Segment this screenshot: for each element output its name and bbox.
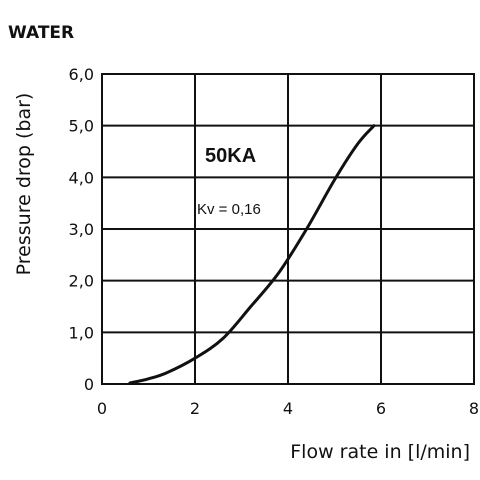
plot-frame bbox=[101, 73, 475, 385]
y-tick-label: 0 bbox=[84, 375, 94, 394]
x-tick-label: 4 bbox=[283, 399, 293, 418]
grid-lines bbox=[102, 74, 474, 384]
pressure-drop-curve bbox=[128, 124, 376, 385]
y-axis-label: Pressure drop (bar) bbox=[13, 93, 35, 276]
y-tick-label: 1,0 bbox=[69, 323, 94, 342]
kv-label: Kv = 0,16 bbox=[197, 201, 261, 218]
x-axis-label: Flow rate in [l/min] bbox=[290, 441, 470, 463]
model-label: 50KA bbox=[205, 145, 256, 167]
x-tick-label: 0 bbox=[97, 399, 107, 418]
y-tick-label: 5,0 bbox=[69, 117, 94, 136]
y-tick-label: 2,0 bbox=[69, 272, 94, 291]
x-tick-label: 2 bbox=[190, 399, 200, 418]
x-tick-label: 6 bbox=[376, 399, 386, 418]
y-tick-label: 3,0 bbox=[69, 220, 94, 239]
chart-heading: WATER bbox=[8, 23, 74, 43]
y-tick-label: 6,0 bbox=[69, 65, 94, 84]
tick-labels: 0 2 4 6 8 0 1,0 2,0 3,0 4,0 5,0 6,0 bbox=[69, 65, 480, 418]
x-tick-label: 8 bbox=[469, 399, 479, 418]
y-tick-label: 4,0 bbox=[69, 168, 94, 187]
